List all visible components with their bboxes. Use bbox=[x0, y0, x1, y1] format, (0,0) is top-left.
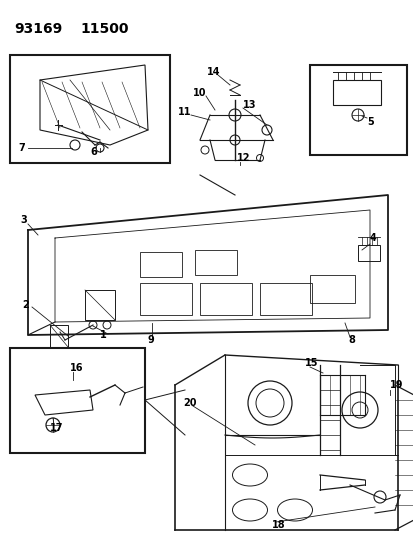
Bar bbox=[357, 245, 379, 261]
Bar bbox=[85, 290, 115, 320]
Bar bbox=[259, 283, 311, 315]
Text: 6: 6 bbox=[90, 147, 97, 157]
Text: 20: 20 bbox=[183, 398, 196, 408]
Bar bbox=[140, 283, 192, 315]
Bar bbox=[10, 348, 145, 453]
Text: 14: 14 bbox=[206, 67, 220, 77]
Text: 19: 19 bbox=[389, 380, 403, 390]
Text: 8: 8 bbox=[347, 335, 354, 345]
Bar bbox=[195, 250, 236, 275]
Text: 15: 15 bbox=[304, 358, 318, 368]
Text: 10: 10 bbox=[192, 88, 206, 98]
Text: 9: 9 bbox=[147, 335, 154, 345]
Text: 11500: 11500 bbox=[80, 22, 128, 36]
Text: 16: 16 bbox=[70, 363, 83, 373]
Text: 93169: 93169 bbox=[14, 22, 62, 36]
Text: 12: 12 bbox=[236, 153, 250, 163]
Bar bbox=[309, 275, 354, 303]
Bar bbox=[332, 80, 380, 105]
Bar bbox=[140, 252, 182, 277]
Text: 11: 11 bbox=[178, 107, 191, 117]
Text: 17: 17 bbox=[50, 423, 63, 433]
Text: 2: 2 bbox=[22, 300, 28, 310]
Bar bbox=[199, 283, 252, 315]
Text: 3: 3 bbox=[20, 215, 27, 225]
Text: 7: 7 bbox=[18, 143, 25, 153]
Text: 13: 13 bbox=[242, 100, 256, 110]
Text: 4: 4 bbox=[369, 233, 376, 243]
Bar bbox=[10, 55, 170, 163]
Text: 18: 18 bbox=[271, 520, 285, 530]
Text: 1: 1 bbox=[100, 330, 107, 340]
Bar bbox=[50, 325, 68, 347]
Text: 5: 5 bbox=[366, 117, 373, 127]
Bar bbox=[309, 65, 406, 155]
